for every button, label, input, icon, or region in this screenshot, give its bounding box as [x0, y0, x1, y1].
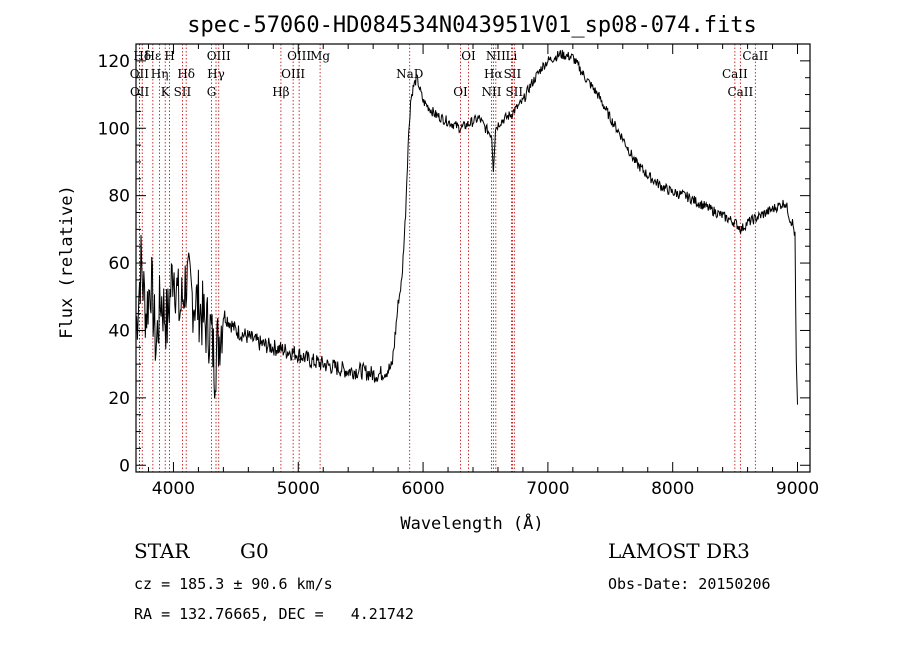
y-tick-label: 0 — [119, 456, 130, 476]
x-tick-label: 7000 — [526, 479, 569, 499]
line-label-OII: OII — [130, 85, 150, 99]
x-tick-label: 5000 — [277, 479, 320, 499]
line-label-SII: SII — [174, 85, 192, 99]
line-label-CaII: CaII — [722, 67, 748, 81]
line-label-Hη: Hη — [151, 67, 169, 81]
x-tick-label: 4000 — [152, 479, 195, 499]
line-label-Hδ: Hδ — [133, 49, 151, 63]
x-tick-label: 8000 — [651, 479, 694, 499]
y-axis-ticks: 0 20 40 60 80 100 120 — [98, 52, 810, 476]
obs-date: Obs-Date: 20150206 — [608, 575, 771, 593]
line-label-OI: OI — [453, 85, 468, 99]
y-axis-label: Flux (relative) — [57, 185, 77, 339]
line-label-SII: SII — [505, 85, 523, 99]
line-label-Mg: Mg — [310, 49, 330, 63]
y-tick-label: 120 — [98, 52, 130, 72]
line-label-NII: NII — [486, 49, 506, 63]
line-label-NaD: NaD — [396, 67, 423, 81]
line-label-OI: OI — [461, 49, 476, 63]
y-tick-label: 100 — [98, 119, 130, 139]
line-label-G: G — [207, 85, 217, 99]
redshift-readout: cz = 185.3 ± 90.6 km/s — [134, 575, 333, 593]
line-label-H: H — [164, 49, 174, 63]
spectrum-series-line — [135, 49, 798, 405]
chart-title: spec-57060-HD084534N043951V01_sp08-074.f… — [187, 13, 757, 38]
spectral-line-labels: HδOIIOIIHεHηKHHδSIIOIIIHγGOIIIOIIIHβMgNa… — [130, 49, 769, 99]
spectral-line-markers — [138, 44, 756, 472]
line-label-CaII: CaII — [742, 49, 768, 63]
y-tick-label: 80 — [108, 187, 130, 207]
line-label-Hα: Hα — [484, 67, 503, 81]
line-label-Hδ: Hδ — [177, 67, 195, 81]
line-label-Hβ: Hβ — [272, 85, 289, 99]
x-tick-label: 9000 — [776, 479, 819, 499]
line-label-Hε: Hε — [145, 49, 162, 63]
line-label-CaII: CaII — [727, 85, 753, 99]
line-label-NII: NII — [481, 85, 501, 99]
line-label-OIII: OIII — [287, 49, 311, 63]
line-label-SII: SII — [504, 67, 522, 81]
plot-frame — [135, 43, 811, 473]
line-label-OII: OII — [130, 67, 150, 81]
ra-dec-readout: RA = 132.76665, DEC = 4.21742 — [134, 605, 414, 623]
y-tick-label: 60 — [108, 254, 130, 274]
object-subclass: G0 — [240, 539, 269, 563]
y-tick-label: 20 — [108, 389, 130, 409]
line-label-OIII: OIII — [207, 49, 231, 63]
survey-name: LAMOST DR3 — [608, 539, 750, 563]
y-tick-label: 40 — [108, 321, 130, 341]
line-label-K: K — [161, 85, 171, 99]
object-class: STAR — [134, 539, 190, 563]
line-label-Li: Li — [506, 49, 518, 63]
x-tick-label: 6000 — [401, 479, 444, 499]
x-axis-label: Wavelength (Å) — [400, 512, 543, 534]
line-label-Hγ: Hγ — [207, 67, 225, 81]
x-axis-ticks: 4000 5000 6000 7000 8000 9000 — [147, 44, 819, 499]
line-label-OIII: OIII — [281, 67, 305, 81]
